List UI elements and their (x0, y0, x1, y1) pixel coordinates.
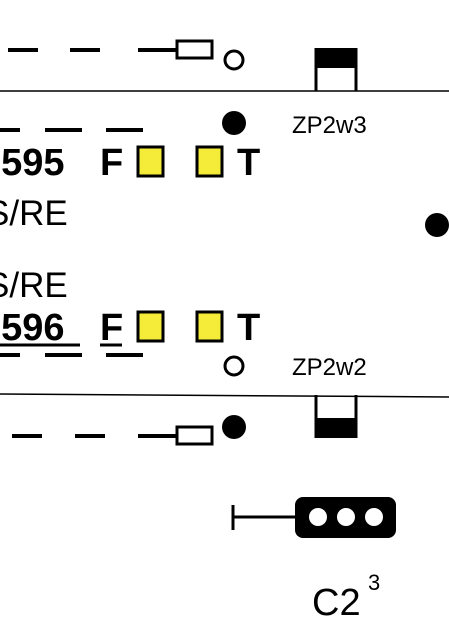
lower-direction-label: S/RE (0, 266, 68, 305)
signal-lamp-3 (365, 508, 383, 526)
signal-lamp-2 (337, 508, 355, 526)
upper-flag-t: T (237, 142, 260, 184)
upper-hollow-marker (223, 49, 245, 71)
signal-lamp-1 (309, 508, 327, 526)
upper-f-indicator[interactable] (136, 145, 165, 178)
lower-flag-t: T (237, 307, 260, 349)
lower-switch-symbol[interactable] (314, 395, 358, 438)
train-number-0595[interactable]: 0595 (0, 142, 65, 184)
lower-hollow-marker (223, 355, 245, 377)
lower-t-indicator[interactable] (195, 310, 224, 343)
lower-flag-f: F (100, 307, 123, 349)
upper-direction-label: S/RE (0, 194, 68, 233)
upper-flag-f: F (100, 142, 123, 184)
upper-t-indicator[interactable] (195, 145, 224, 178)
signal-superscript: 3 (368, 570, 380, 595)
upper-route-end-box[interactable] (175, 39, 214, 60)
upper-solid-marker (222, 111, 246, 135)
signal-c2[interactable] (231, 497, 396, 538)
switch-label-zp2w3: ZP2w3 (292, 112, 367, 139)
lower-track-line (0, 393, 449, 398)
right-solid-marker (425, 213, 449, 237)
upper-switch-symbol[interactable] (314, 48, 358, 91)
switch-label-zp2w2: ZP2w2 (292, 354, 367, 381)
signal-name: C2 (312, 582, 361, 624)
lower-f-indicator[interactable] (136, 310, 165, 343)
lower-solid-marker (222, 415, 246, 439)
train-number-0596[interactable]: 0596 (0, 307, 65, 349)
lower-route-end-box[interactable] (175, 425, 214, 446)
